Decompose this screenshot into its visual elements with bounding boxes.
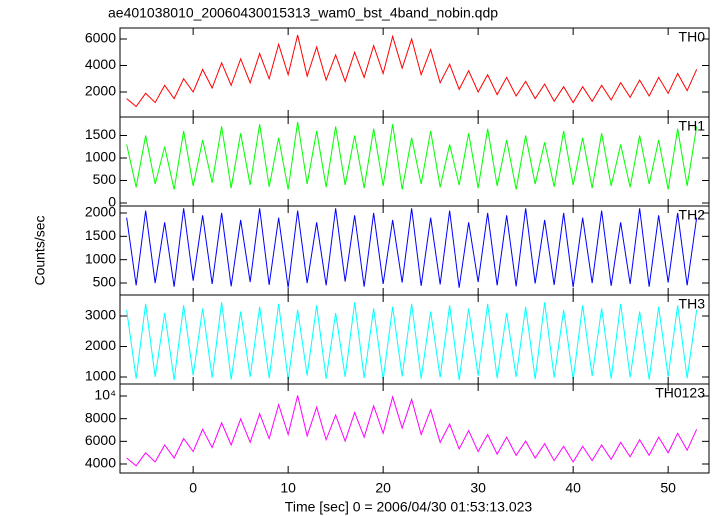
panel-label: TH2: [679, 207, 706, 223]
y-tick-label: 500: [93, 274, 117, 290]
panel-label: TH1: [679, 118, 706, 134]
chart-title: ae401038010_20060430015313_wam0_bst_4ban…: [108, 5, 498, 21]
y-axis-label: Counts/sec: [32, 215, 48, 285]
y-tick-label: 3000: [85, 307, 116, 323]
series-line: [126, 302, 698, 381]
panel-frame: [119, 116, 710, 207]
y-tick-label: 0: [108, 194, 116, 210]
y-tick-label: 6000: [85, 432, 116, 448]
y-tick-label: 2000: [85, 83, 116, 99]
y-tick-label: 8000: [85, 409, 116, 425]
y-tick-label: 4000: [85, 455, 116, 471]
y-tick-label: 10⁴: [94, 387, 116, 403]
series-line: [126, 121, 698, 190]
x-tick-label: 0: [189, 480, 197, 496]
series-line: [126, 394, 698, 467]
x-tick-label: 10: [280, 480, 296, 496]
y-tick-label: 1000: [85, 250, 116, 266]
x-axis-label: Time [sec] 0 = 2006/04/30 01:53:13.023: [285, 499, 533, 515]
panel-label: TH3: [679, 296, 706, 312]
series-line: [126, 34, 698, 108]
y-tick-label: 2000: [85, 337, 116, 353]
panel-frame: [119, 294, 710, 385]
series-line: [126, 208, 698, 288]
y-tick-label: 1500: [85, 126, 116, 142]
y-tick-label: 1500: [85, 227, 116, 243]
y-tick-label: 1000: [85, 149, 116, 165]
y-tick-label: 2000: [85, 204, 116, 220]
x-tick-label: 30: [470, 480, 486, 496]
panel-label: TH0: [679, 29, 706, 45]
y-tick-label: 1000: [85, 368, 116, 384]
panel-label: TH0123: [655, 385, 705, 401]
y-tick-label: 6000: [85, 30, 116, 46]
panel-frame: [119, 205, 710, 296]
y-tick-label: 500: [93, 171, 117, 187]
x-tick-label: 50: [660, 480, 676, 496]
y-tick-label: 4000: [85, 56, 116, 72]
panel-frame: [119, 383, 710, 474]
x-tick-label: 40: [565, 480, 581, 496]
panel-frame: [119, 27, 710, 118]
x-tick-label: 20: [375, 480, 391, 496]
